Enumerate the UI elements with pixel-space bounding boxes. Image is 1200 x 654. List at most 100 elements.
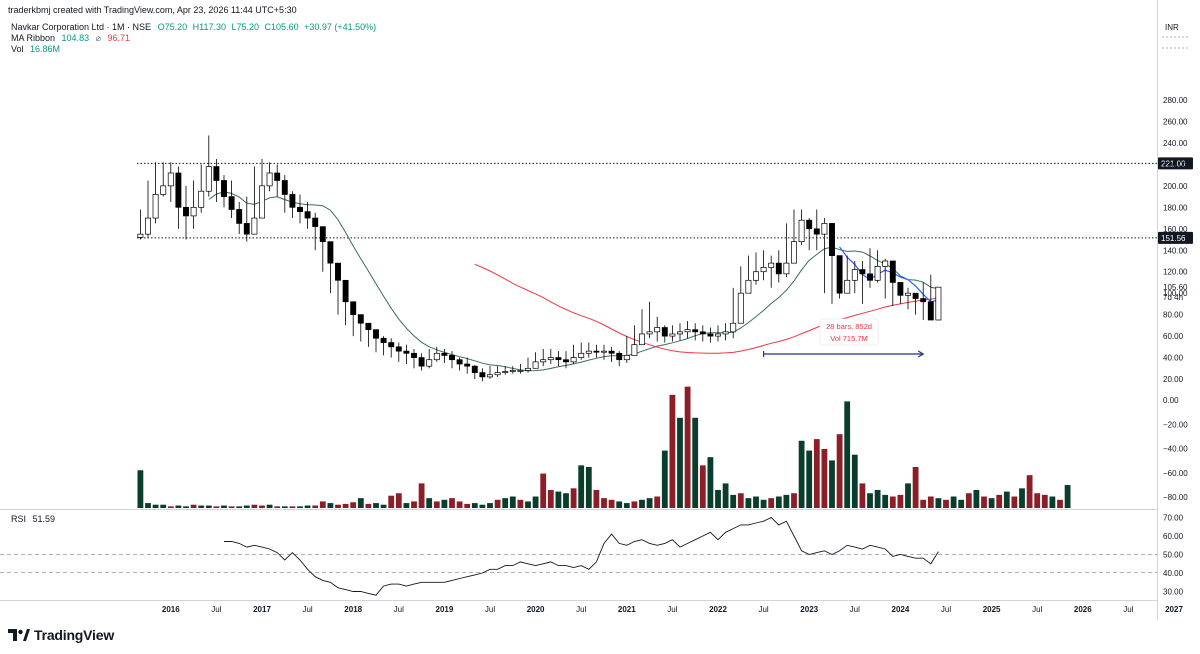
volume-bar <box>563 493 569 508</box>
volume-bar <box>661 450 668 508</box>
volume-legend: Vol 16.86M <box>11 43 60 55</box>
candle-body <box>722 331 729 335</box>
axes: 20.00 40.00 60.00 80.00 100.00 120.00 140.00 16… <box>162 36 1188 614</box>
horizontal-level-label: 151.56 <box>1161 234 1186 243</box>
volume-bar <box>388 495 395 508</box>
time-axis-label: Jul <box>576 605 586 614</box>
volume-bar <box>912 467 919 508</box>
volume-bar <box>684 386 691 508</box>
candle-body <box>608 350 615 354</box>
volume-bar <box>198 505 205 508</box>
volume-bar <box>532 496 539 508</box>
volume-axis-label: 0.00 <box>1163 396 1179 405</box>
time-axis-label: 2024 <box>892 605 910 614</box>
candle-body <box>555 357 562 361</box>
volume-bar <box>236 506 243 508</box>
candle-body <box>289 194 296 208</box>
volume-bar <box>509 496 516 508</box>
volume-axis-label: −40.00 <box>1163 445 1188 454</box>
candle-body <box>357 314 364 324</box>
volume-bar <box>380 504 387 508</box>
volume-bar <box>646 498 653 508</box>
candle-body <box>692 329 699 333</box>
candle-body <box>426 359 433 367</box>
volume-value: 16.86M <box>30 44 61 54</box>
rsi-legend[interactable]: RSI 51.59 <box>11 514 55 524</box>
candle-body <box>221 180 227 197</box>
price-axis-label: 60.00 <box>1163 332 1184 341</box>
ma-ribbon-short-line <box>839 246 939 303</box>
candle-body <box>160 185 167 195</box>
volume-label[interactable]: Vol <box>11 44 24 54</box>
volume-bar <box>137 470 144 508</box>
volume-bar <box>319 501 326 508</box>
time-axis-label: Jul <box>302 605 312 614</box>
currency-label: INR <box>1165 23 1179 32</box>
candle-body <box>920 298 927 303</box>
volume-bar <box>464 503 471 508</box>
volume-bar <box>1041 494 1048 508</box>
volume-bars <box>137 386 1071 508</box>
volume-bar <box>479 504 486 508</box>
measure-bars-label: 28 bars, 852d <box>826 322 872 331</box>
candle-body <box>715 333 721 337</box>
candle-body <box>388 342 395 348</box>
volume-bar <box>737 493 744 508</box>
horizontal-level-tag <box>1158 157 1193 170</box>
candle-body <box>281 180 288 195</box>
symbol-name[interactable]: Navkar Corporation Ltd · 1M · NSE <box>11 22 152 32</box>
candle-body <box>760 267 767 273</box>
volume-bar <box>555 491 562 508</box>
ma-ribbon-label[interactable]: MA Ribbon <box>11 33 56 43</box>
volume-bar <box>1034 493 1041 508</box>
candle-body <box>327 241 334 264</box>
volume-bar <box>145 503 151 508</box>
candle-body <box>585 350 592 354</box>
tradingview-logo[interactable]: TradingView <box>8 626 114 644</box>
candle-body <box>471 365 478 373</box>
candle-body <box>213 166 220 181</box>
volume-bar <box>760 499 767 508</box>
candle-body <box>737 292 744 324</box>
rsi-axis-label: 50.00 <box>1163 551 1184 560</box>
candle-body <box>935 286 942 321</box>
candle-body <box>517 370 524 372</box>
candle-body <box>342 279 349 303</box>
tradingview-logo-text: TradingView <box>34 627 115 643</box>
volume-bar <box>578 465 585 508</box>
volume-bar <box>836 434 843 508</box>
rsi-axis-label: 60.00 <box>1163 532 1184 541</box>
candle-body <box>639 333 645 346</box>
candle-body <box>601 350 607 353</box>
candle-body <box>403 350 410 354</box>
volume-bar <box>350 502 357 508</box>
time-axis-label: 2016 <box>162 605 180 614</box>
price-axis-label: 260.00 <box>1163 117 1188 126</box>
volume-bar <box>783 494 790 508</box>
time-axis-label: 2021 <box>618 605 636 614</box>
change-value: +30.97 (+41.50%) <box>304 22 377 32</box>
volume-bar <box>335 504 341 508</box>
price-axis-label: 20.00 <box>1163 375 1184 384</box>
candle-body <box>441 352 448 356</box>
candle-body <box>783 262 790 275</box>
volume-bar <box>813 439 820 508</box>
candle-body <box>532 361 539 369</box>
last-price-label: 105.60 <box>1163 283 1188 292</box>
volume-bar <box>1064 485 1071 508</box>
candle-body <box>509 370 516 372</box>
volume-bar <box>487 503 493 508</box>
candle-body <box>373 329 379 339</box>
volume-bar <box>502 498 509 508</box>
rsi-line <box>224 516 939 596</box>
candle-body <box>669 333 676 337</box>
volume-bar <box>259 505 265 508</box>
candle-body <box>844 279 851 294</box>
candle-body <box>449 355 455 361</box>
volume-bar <box>228 506 235 508</box>
candle-body <box>350 301 357 315</box>
volume-bar <box>699 465 706 508</box>
volume-bar <box>357 498 364 508</box>
rsi-value: 51.59 <box>33 514 56 524</box>
